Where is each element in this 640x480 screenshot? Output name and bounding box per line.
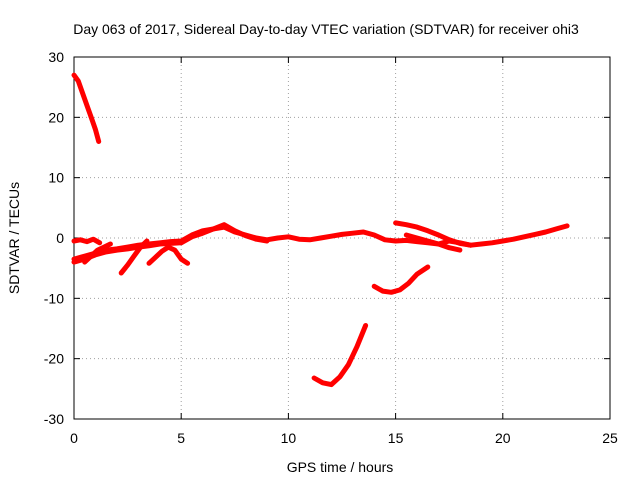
series-trace-9 xyxy=(393,220,474,248)
series-trace-7 xyxy=(146,244,191,266)
y-tick-label: 0 xyxy=(56,230,64,246)
series-trace-4 xyxy=(71,222,270,265)
series-trace-10 xyxy=(403,232,463,253)
y-tick-label: -10 xyxy=(44,290,64,306)
data-series xyxy=(71,72,570,388)
y-tick-label: 20 xyxy=(48,109,64,125)
x-tick-label: 15 xyxy=(388,430,404,446)
axis-ticks: 0 5 10 15 20 25 -30 -20 -10 0 10 20 30 xyxy=(44,49,618,446)
y-tick-label: -20 xyxy=(44,351,64,367)
series-trace-5 xyxy=(82,241,113,265)
y-tick-label: 10 xyxy=(48,170,64,186)
series-trace-11 xyxy=(311,323,369,388)
series-trace-8 xyxy=(371,264,431,295)
x-axis-label: GPS time / hours xyxy=(287,459,394,475)
y-tick-label: 30 xyxy=(48,49,64,65)
series-trace-1 xyxy=(71,72,102,144)
y-axis-label: SDTVAR / TECUs xyxy=(6,182,22,294)
x-tick-label: 10 xyxy=(281,430,297,446)
chart-title: Day 063 of 2017, Sidereal Day-to-day VTE… xyxy=(73,21,579,37)
y-tick-label: -30 xyxy=(44,411,64,427)
x-tick-label: 25 xyxy=(602,430,618,446)
x-tick-label: 20 xyxy=(495,430,511,446)
x-tick-label: 5 xyxy=(177,430,185,446)
series-trace-6 xyxy=(118,238,150,276)
x-tick-label: 0 xyxy=(70,430,78,446)
series-trace-2 xyxy=(71,236,103,246)
